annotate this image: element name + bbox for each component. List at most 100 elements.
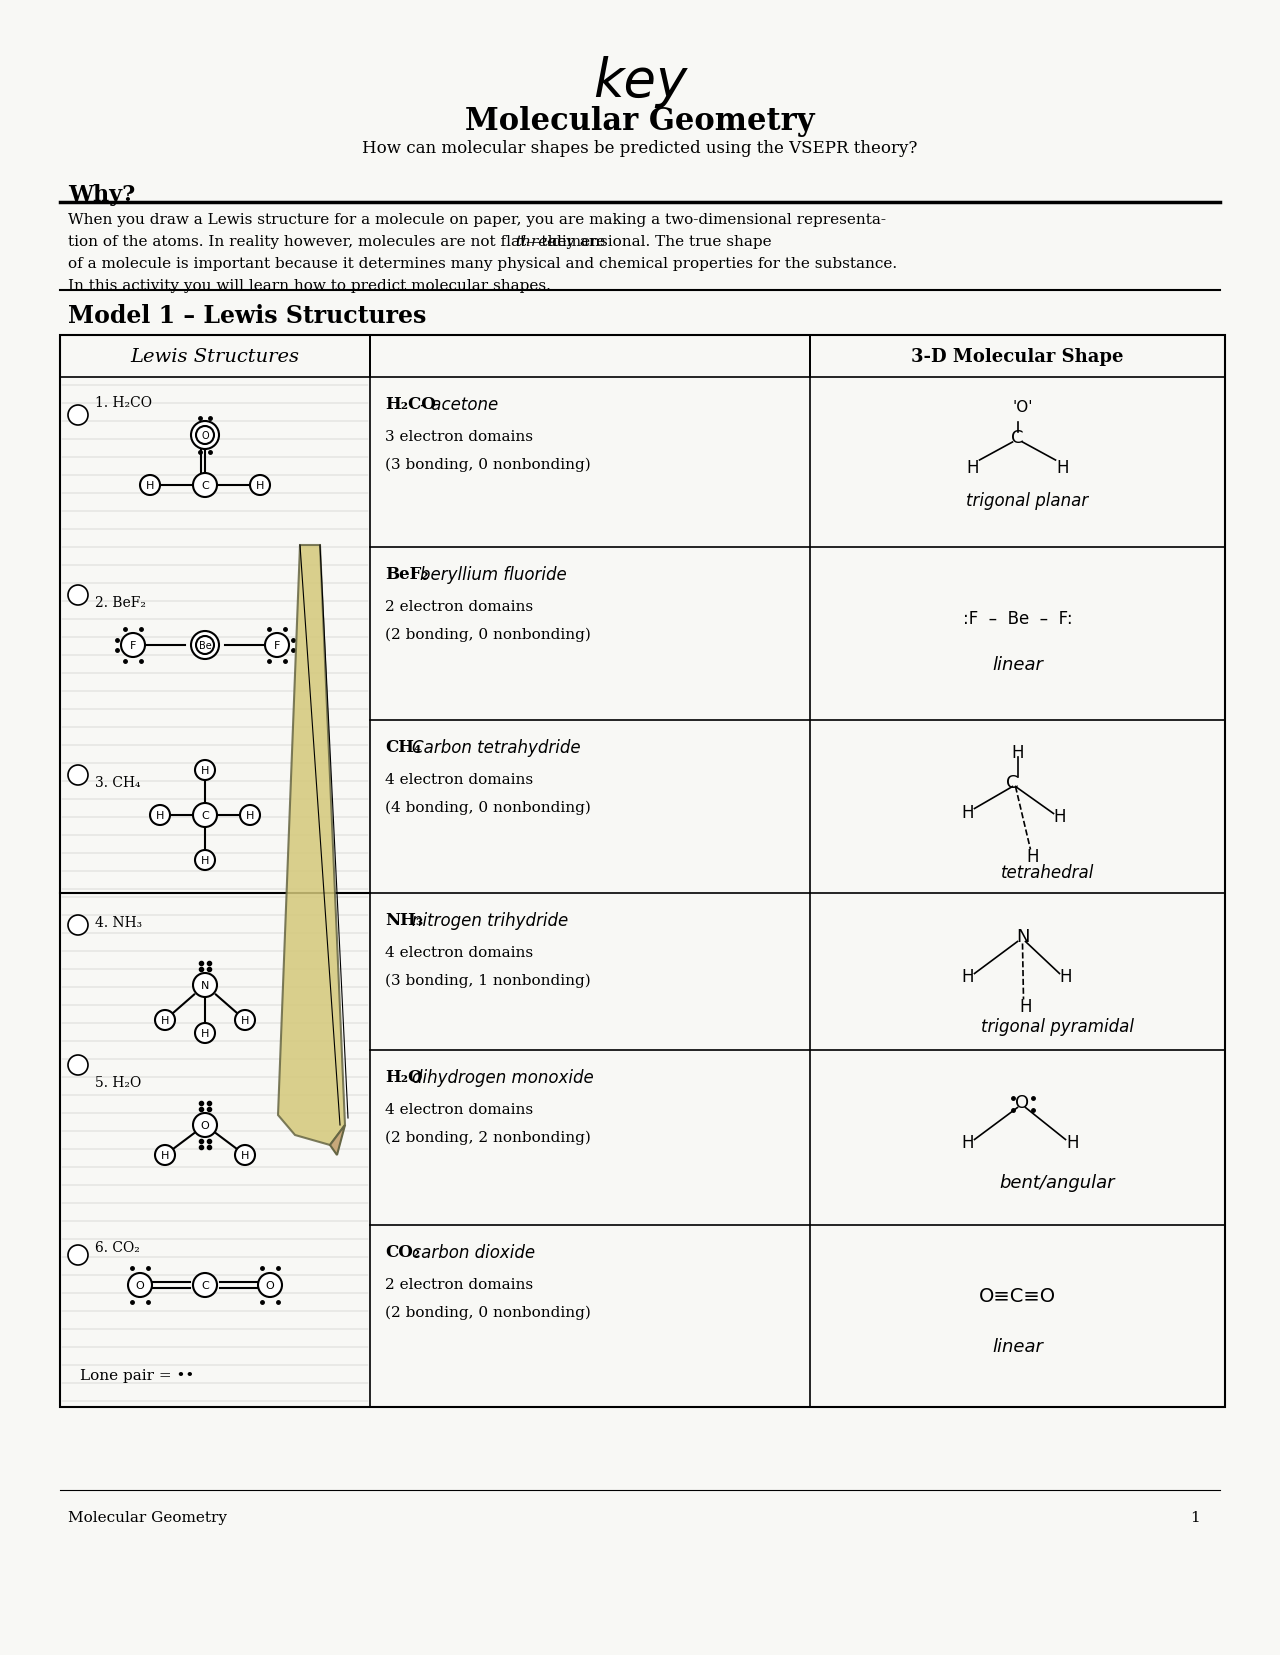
Bar bbox=[810, 336, 1225, 377]
Text: H: H bbox=[161, 1016, 169, 1026]
Text: H: H bbox=[156, 811, 164, 821]
Text: H: H bbox=[1056, 458, 1069, 477]
Circle shape bbox=[68, 1056, 88, 1076]
Text: H: H bbox=[961, 968, 974, 986]
Text: bent/angular: bent/angular bbox=[1000, 1173, 1115, 1192]
Text: CH₄: CH₄ bbox=[385, 738, 421, 756]
Text: carbon dioxide: carbon dioxide bbox=[412, 1243, 535, 1261]
Text: 4 electron domains: 4 electron domains bbox=[385, 1102, 534, 1117]
Polygon shape bbox=[330, 1125, 346, 1155]
Text: (4 bonding, 0 nonbonding): (4 bonding, 0 nonbonding) bbox=[385, 801, 591, 814]
Text: linear: linear bbox=[992, 655, 1043, 674]
Text: How can molecular shapes be predicted using the VSEPR theory?: How can molecular shapes be predicted us… bbox=[362, 141, 918, 157]
Circle shape bbox=[241, 806, 260, 826]
Circle shape bbox=[265, 634, 289, 657]
Circle shape bbox=[259, 1273, 282, 1298]
Circle shape bbox=[196, 637, 214, 655]
Text: Model 1 – Lewis Structures: Model 1 – Lewis Structures bbox=[68, 305, 426, 328]
Circle shape bbox=[150, 806, 170, 826]
Text: 3-D Molecular Shape: 3-D Molecular Shape bbox=[911, 348, 1124, 366]
Text: 3 electron domains: 3 electron domains bbox=[385, 430, 532, 444]
Circle shape bbox=[195, 851, 215, 871]
Text: When you draw a Lewis structure for a molecule on paper, you are making a two-di: When you draw a Lewis structure for a mo… bbox=[68, 213, 886, 227]
Text: H: H bbox=[1060, 968, 1071, 986]
Text: trigonal pyramidal: trigonal pyramidal bbox=[980, 1018, 1134, 1036]
Text: C: C bbox=[201, 811, 209, 821]
Text: H: H bbox=[1011, 743, 1024, 761]
Circle shape bbox=[193, 973, 218, 998]
Circle shape bbox=[193, 473, 218, 498]
Circle shape bbox=[191, 632, 219, 660]
Text: H: H bbox=[1019, 998, 1032, 1016]
Text: H₂O: H₂O bbox=[385, 1069, 422, 1086]
Text: 4 electron domains: 4 electron domains bbox=[385, 773, 534, 786]
Text: Molecular Geometry: Molecular Geometry bbox=[465, 106, 815, 137]
Circle shape bbox=[68, 915, 88, 935]
Text: H: H bbox=[201, 856, 209, 866]
Text: F: F bbox=[129, 640, 136, 650]
Text: nitrogen trihydride: nitrogen trihydride bbox=[412, 912, 568, 930]
Text: C: C bbox=[201, 480, 209, 490]
Text: 4 electron domains: 4 electron domains bbox=[385, 945, 534, 960]
Text: Lewis Structures: Lewis Structures bbox=[131, 348, 300, 366]
Text: BeF₂: BeF₂ bbox=[385, 566, 429, 583]
Text: 5. H₂O: 5. H₂O bbox=[95, 1076, 141, 1089]
Text: of a molecule is important because it determines many physical and chemical prop: of a molecule is important because it de… bbox=[68, 257, 897, 271]
Text: Why?: Why? bbox=[68, 184, 136, 205]
Text: H: H bbox=[146, 480, 154, 490]
Circle shape bbox=[68, 405, 88, 425]
Circle shape bbox=[140, 475, 160, 496]
Text: O: O bbox=[136, 1281, 145, 1291]
Circle shape bbox=[195, 761, 215, 781]
Text: 3. CH₄: 3. CH₄ bbox=[95, 776, 141, 789]
Text: :F  –  Be  –  F:: :F – Be – F: bbox=[963, 611, 1073, 629]
Bar bbox=[370, 336, 810, 377]
Text: 6. CO₂: 6. CO₂ bbox=[95, 1240, 140, 1254]
Text: H: H bbox=[961, 803, 974, 821]
Text: 2 electron domains: 2 electron domains bbox=[385, 599, 534, 614]
Text: C: C bbox=[1011, 429, 1024, 447]
Circle shape bbox=[191, 422, 219, 450]
Text: Be: Be bbox=[198, 640, 211, 650]
Text: key: key bbox=[593, 56, 687, 108]
Polygon shape bbox=[278, 546, 346, 1145]
Text: (2 bonding, 0 nonbonding): (2 bonding, 0 nonbonding) bbox=[385, 1306, 591, 1319]
Circle shape bbox=[128, 1273, 152, 1298]
Circle shape bbox=[122, 634, 145, 657]
Text: O: O bbox=[201, 1120, 210, 1130]
Text: H: H bbox=[256, 480, 264, 490]
Circle shape bbox=[250, 475, 270, 496]
Text: H: H bbox=[201, 766, 209, 776]
Text: - acetone: - acetone bbox=[420, 396, 498, 414]
Text: (2 bonding, 2 nonbonding): (2 bonding, 2 nonbonding) bbox=[385, 1130, 591, 1145]
Text: three: three bbox=[516, 235, 557, 248]
Text: H: H bbox=[966, 458, 979, 477]
Text: beryllium fluoride: beryllium fluoride bbox=[420, 566, 567, 584]
Text: tetrahedral: tetrahedral bbox=[1001, 862, 1094, 880]
Text: Carbon tetrahydride: Carbon tetrahydride bbox=[412, 738, 581, 756]
Bar bbox=[60, 336, 1225, 1407]
Circle shape bbox=[155, 1011, 175, 1031]
Text: dihydrogen monoxide: dihydrogen monoxide bbox=[412, 1069, 594, 1086]
Text: 'O': 'O' bbox=[1012, 401, 1033, 415]
Text: H: H bbox=[241, 1016, 250, 1026]
Text: O: O bbox=[201, 430, 209, 440]
Text: 1. H₂CO: 1. H₂CO bbox=[95, 396, 152, 410]
Text: 2 electron domains: 2 electron domains bbox=[385, 1278, 534, 1291]
Circle shape bbox=[196, 427, 214, 445]
Text: H₂CO: H₂CO bbox=[385, 396, 436, 412]
Text: Molecular Geometry: Molecular Geometry bbox=[68, 1509, 227, 1524]
Text: C: C bbox=[1006, 773, 1019, 791]
Text: H: H bbox=[961, 1134, 974, 1152]
Text: C: C bbox=[201, 1281, 209, 1291]
Circle shape bbox=[68, 1245, 88, 1264]
Text: 4. NH₃: 4. NH₃ bbox=[95, 915, 142, 930]
Text: F: F bbox=[274, 640, 280, 650]
Text: NH₃: NH₃ bbox=[385, 912, 424, 928]
Text: In this activity you will learn how to predict molecular shapes.: In this activity you will learn how to p… bbox=[68, 278, 550, 293]
Bar bbox=[60, 336, 370, 377]
Text: H: H bbox=[1027, 847, 1039, 866]
Text: N: N bbox=[1016, 928, 1029, 947]
Text: tion of the atoms. In reality however, molecules are not flat—they are: tion of the atoms. In reality however, m… bbox=[68, 235, 611, 248]
Text: H: H bbox=[241, 1150, 250, 1160]
